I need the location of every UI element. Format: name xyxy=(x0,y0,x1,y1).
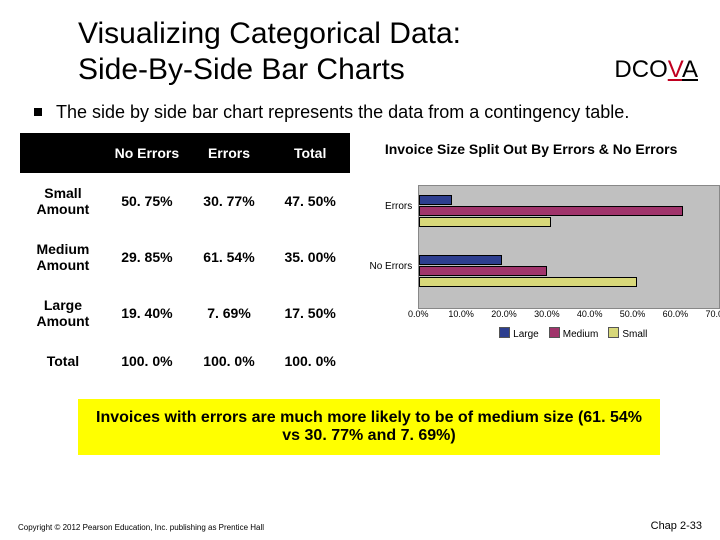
chart-legend: Large Medium Small xyxy=(418,327,718,340)
dcova-tag: DCOVA xyxy=(614,56,698,84)
table-cell: 47. 50% xyxy=(270,173,350,229)
chart-bar xyxy=(419,206,683,216)
legend-label: Medium xyxy=(563,329,599,340)
table-header: Total xyxy=(270,133,350,173)
table-row: Large Amount19. 40%7. 69%17. 50% xyxy=(20,285,350,341)
bar-chart: Invoice Size Split Out By Errors & No Er… xyxy=(362,137,700,369)
dcova-a: A xyxy=(682,56,698,83)
chart-category-label: No Errors xyxy=(362,261,412,272)
legend-swatch xyxy=(608,327,619,338)
chart-bar xyxy=(419,277,637,287)
table-row: Small Amount50. 75%30. 77%47. 50% xyxy=(20,173,350,229)
chart-bar xyxy=(419,195,452,205)
copyright-text: Copyright © 2012 Pearson Education, Inc.… xyxy=(18,523,264,532)
table-row: Total100. 0%100. 0%100. 0% xyxy=(20,341,350,381)
legend-label: Small xyxy=(622,329,647,340)
title-line2: Side-By-Side Bar Charts xyxy=(78,53,405,86)
table-header xyxy=(20,133,106,173)
chapter-page: Chap 2-33 xyxy=(651,520,702,532)
table-cell: 19. 40% xyxy=(106,285,188,341)
table-cell: 30. 77% xyxy=(188,173,270,229)
table-cell: 100. 0% xyxy=(106,341,188,381)
chart-category-label: Errors xyxy=(362,201,412,212)
legend-label: Large xyxy=(513,329,539,340)
chart-plot-area xyxy=(418,185,720,309)
chart-title: Invoice Size Split Out By Errors & No Er… xyxy=(362,137,700,163)
slide: Visualizing Categorical Data: Side-By-Si… xyxy=(0,0,720,455)
legend-swatch xyxy=(549,327,560,338)
table-row: Medium Amount29. 85%61. 54%35. 00% xyxy=(20,229,350,285)
chart-bar xyxy=(419,255,502,265)
dcova-v: V xyxy=(668,56,682,83)
legend-swatch xyxy=(499,327,510,338)
content-body: No ErrorsErrorsTotal Small Amount50. 75%… xyxy=(20,133,700,381)
contingency-table: No ErrorsErrorsTotal Small Amount50. 75%… xyxy=(20,133,350,381)
axis-tick: 0.0% xyxy=(408,309,429,319)
axis-tick: 20.0% xyxy=(491,309,517,319)
axis-tick: 30.0% xyxy=(534,309,560,319)
axis-tick: 70.0% xyxy=(706,309,720,319)
table-cell: 100. 0% xyxy=(270,341,350,381)
table-header: Errors xyxy=(188,133,270,173)
title-line1: Visualizing Categorical Data: xyxy=(78,17,461,50)
description-text: The side by side bar chart represents th… xyxy=(56,102,629,122)
axis-tick: 10.0% xyxy=(448,309,474,319)
table-cell: Small Amount xyxy=(20,173,106,229)
callout-box: Invoices with errors are much more likel… xyxy=(78,399,660,455)
table-cell: 61. 54% xyxy=(188,229,270,285)
bullet-icon xyxy=(34,108,42,116)
chart-bar xyxy=(419,217,551,227)
table-cell: 50. 75% xyxy=(106,173,188,229)
table-header: No Errors xyxy=(106,133,188,173)
description: The side by side bar chart represents th… xyxy=(34,102,700,123)
table-cell: Large Amount xyxy=(20,285,106,341)
axis-tick: 40.0% xyxy=(577,309,603,319)
table-cell: Total xyxy=(20,341,106,381)
dcova-prefix: DCO xyxy=(614,56,667,83)
chart-x-axis: 0.0%10.0%20.0%30.0%40.0%50.0%60.0%70.0% xyxy=(418,309,718,323)
table-cell: 29. 85% xyxy=(106,229,188,285)
slide-title: Visualizing Categorical Data: Side-By-Si… xyxy=(78,16,700,88)
table-cell: 100. 0% xyxy=(188,341,270,381)
table-cell: Medium Amount xyxy=(20,229,106,285)
chart-bar xyxy=(419,266,547,276)
table-cell: 17. 50% xyxy=(270,285,350,341)
axis-tick: 60.0% xyxy=(663,309,689,319)
table-cell: 35. 00% xyxy=(270,229,350,285)
table-cell: 7. 69% xyxy=(188,285,270,341)
axis-tick: 50.0% xyxy=(620,309,646,319)
